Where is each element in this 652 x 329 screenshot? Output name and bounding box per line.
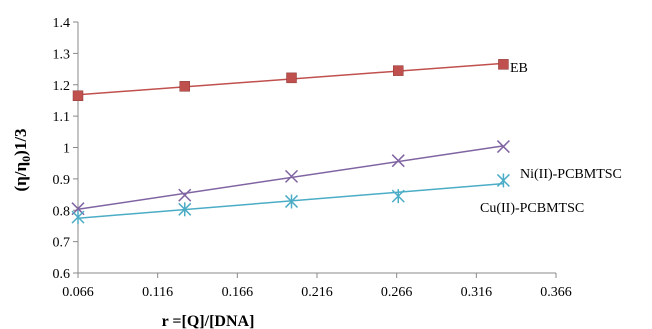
x-tick-label: 0.216 bbox=[301, 285, 333, 300]
point-asterisk bbox=[496, 173, 510, 188]
point-asterisk bbox=[284, 194, 299, 209]
series-label-1: Ni(II)-PCBMTSC bbox=[520, 167, 622, 182]
point-square bbox=[393, 65, 404, 76]
series-1 bbox=[71, 140, 510, 216]
y-tick-label: 1.2 bbox=[53, 79, 71, 94]
y-axis-label-sub: 0 bbox=[19, 156, 33, 162]
point-x bbox=[496, 140, 510, 154]
x-tick-label: 0.266 bbox=[381, 285, 413, 300]
y-tick-label: 1 bbox=[63, 142, 70, 157]
series-label-0: EB bbox=[510, 61, 528, 76]
point-asterisk bbox=[391, 189, 405, 204]
series-2 bbox=[71, 173, 510, 225]
y-tick-label: 0.9 bbox=[53, 173, 71, 188]
tick-labels: 0.6 0.7 0.8 0.9 1 1.1 1.2 1.3 1.4 0.066 0.116 0.166… bbox=[53, 16, 572, 300]
x-tick-label: 0.166 bbox=[222, 285, 254, 300]
y-axis-label: (η/η0)1/3 bbox=[11, 128, 33, 191]
y-axis-label-tail: )1/3 bbox=[11, 128, 30, 155]
x-tick-label: 0.066 bbox=[62, 285, 94, 300]
y-tick-label: 0.6 bbox=[53, 267, 71, 282]
point-x bbox=[178, 188, 192, 202]
point-x bbox=[391, 154, 405, 168]
point-square bbox=[498, 59, 509, 70]
point-square bbox=[286, 72, 297, 84]
point-x bbox=[284, 169, 299, 183]
point-asterisk bbox=[178, 202, 192, 217]
y-axis-label-main: (η/η bbox=[11, 162, 30, 192]
axes bbox=[73, 21, 557, 278]
y-tick-label: 1.1 bbox=[53, 110, 71, 125]
y-tick-label: 1.3 bbox=[53, 47, 71, 62]
x-axis-label: r =[Q]/[DNA] bbox=[162, 313, 255, 329]
plot-area bbox=[71, 59, 510, 225]
x-tick-label: 0.366 bbox=[540, 285, 572, 300]
point-square bbox=[72, 90, 84, 101]
series-labels: EB Ni(II)-PCBMTSC Cu(II)-PCBMTSC bbox=[480, 61, 622, 216]
x-tick-label: 0.116 bbox=[142, 285, 173, 300]
x-tick-label: 0.316 bbox=[461, 285, 493, 300]
y-tick-label: 1.4 bbox=[53, 16, 71, 31]
point-square bbox=[179, 81, 191, 92]
series-label-2: Cu(II)-PCBMTSC bbox=[480, 201, 584, 216]
series-0 bbox=[72, 59, 509, 101]
y-tick-label: 0.8 bbox=[53, 204, 71, 219]
y-tick-label: 0.7 bbox=[53, 236, 71, 251]
point-asterisk bbox=[71, 210, 85, 225]
